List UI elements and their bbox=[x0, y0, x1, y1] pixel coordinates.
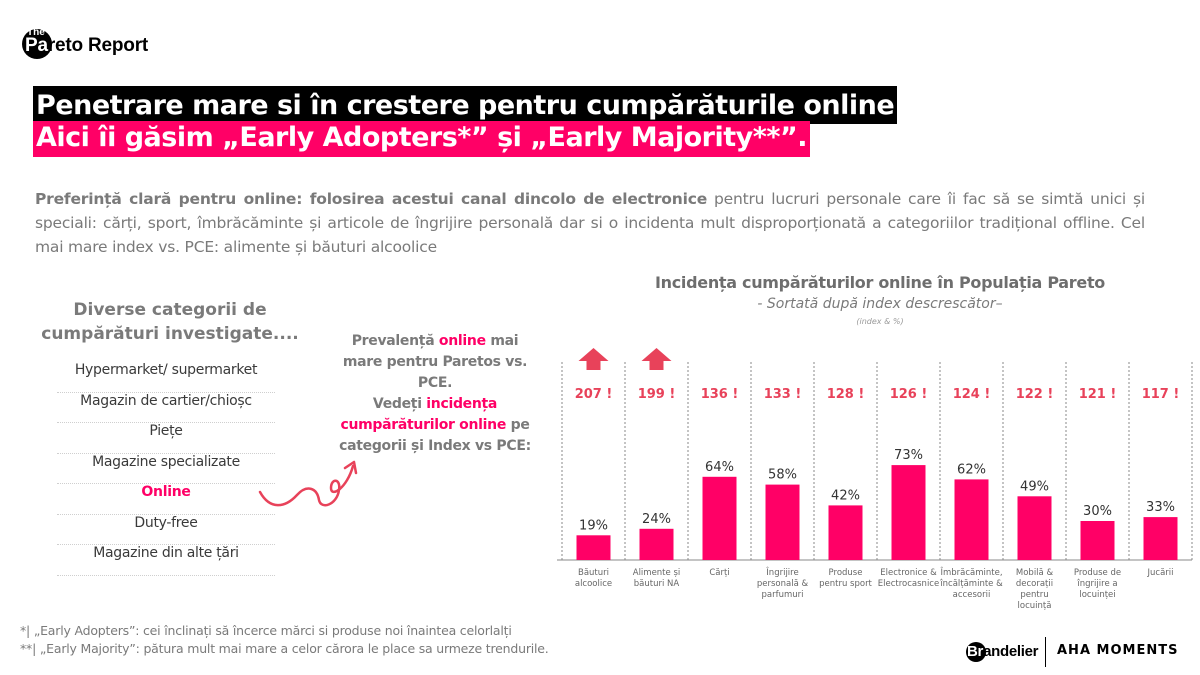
callout-p1-highlight: online bbox=[438, 333, 486, 349]
category-label: Produse de bbox=[1074, 568, 1121, 578]
callout-p1: Prevalență bbox=[351, 333, 439, 349]
category-item: Hypermarket/ supermarket bbox=[57, 362, 275, 393]
intro-paragraph: Preferință clară pentru online: folosire… bbox=[35, 187, 1145, 259]
bar bbox=[954, 479, 989, 560]
index-label: 124 ! bbox=[953, 387, 991, 402]
footnote-early-adopters: *| „Early Adopters”: cei înclinați să în… bbox=[20, 623, 512, 638]
category-item: Piețe bbox=[57, 423, 275, 454]
bar-value-label: 42% bbox=[831, 488, 860, 503]
callout-p2-end: pe categorii și Index vs PCE: bbox=[339, 417, 531, 454]
category-label: alcoolice bbox=[575, 579, 612, 589]
category-label: Jucării bbox=[1147, 568, 1174, 578]
index-label: 122 ! bbox=[1016, 387, 1054, 402]
category-label: locuinței bbox=[1079, 590, 1115, 600]
categories-list: Hypermarket/ supermarket Magazin de carti… bbox=[57, 362, 275, 576]
chart-unit-note: (index & %) bbox=[856, 317, 904, 326]
category-label: Alimente și bbox=[633, 568, 681, 578]
logo-pa: Pa bbox=[25, 35, 48, 56]
category-label: Băuturi bbox=[578, 568, 609, 578]
bar bbox=[1080, 521, 1115, 560]
bar-value-label: 73% bbox=[894, 448, 923, 463]
bar-value-label: 33% bbox=[1146, 500, 1175, 515]
category-label: locuință bbox=[1018, 601, 1052, 611]
index-label: 133 ! bbox=[764, 387, 802, 402]
squiggle-arrow-icon bbox=[258, 460, 358, 507]
bar-value-label: 49% bbox=[1020, 479, 1049, 494]
brandelier-br: Br bbox=[967, 643, 984, 660]
category-item: Magazin de cartier/chioșc bbox=[57, 393, 275, 423]
category-label: Mobilă & bbox=[1016, 568, 1054, 578]
brandelier-rest: andelier bbox=[983, 643, 1039, 660]
bar bbox=[765, 484, 800, 560]
category-label: pentru sport bbox=[819, 579, 872, 589]
bar bbox=[702, 476, 737, 560]
page-subtitle: Aici îi găsim „Early Adopters*” și „Earl… bbox=[33, 121, 810, 157]
bar bbox=[828, 505, 863, 560]
aha-moments-logo: AHA MOMENTS bbox=[1057, 643, 1179, 658]
category-label: parfumuri bbox=[761, 590, 803, 600]
index-label: 121 ! bbox=[1079, 387, 1117, 402]
callout-p2: Vedeți bbox=[372, 396, 427, 412]
bar bbox=[1143, 517, 1178, 560]
categories-heading: Diverse categorii de cumpărături investi… bbox=[41, 300, 299, 344]
category-label: Îngrijire bbox=[765, 566, 798, 578]
category-label: îngrijire a bbox=[1076, 579, 1117, 589]
page-title: Penetrare mare si în crestere pentru cum… bbox=[33, 86, 898, 124]
logo-circle bbox=[22, 29, 52, 59]
category-label: Îmbrăcăminte, bbox=[939, 566, 1002, 578]
bar-value-label: 58% bbox=[768, 468, 797, 483]
bar bbox=[576, 535, 611, 560]
callout-p1-end: mai mare pentru Paretos vs. PCE. bbox=[342, 333, 528, 391]
callout-p2-highlight: incidența cumpărăturilor online bbox=[340, 396, 507, 433]
category-item: Magazine din alte țări bbox=[57, 545, 275, 576]
chart-title: Incidența cumpărăturilor online în Popul… bbox=[655, 273, 1105, 292]
index-label: 207 ! bbox=[575, 387, 613, 402]
brand-divider bbox=[1045, 637, 1046, 667]
category-item: Magazine specializate bbox=[57, 454, 275, 484]
category-label: accesorii bbox=[953, 590, 991, 600]
category-label: decorații bbox=[1016, 579, 1053, 589]
category-label: încălțăminte & bbox=[939, 579, 1003, 589]
callout-text: Prevalență online mai mare pentru Pareto… bbox=[330, 331, 540, 457]
category-label: Electrocasnice bbox=[878, 579, 939, 589]
chart-subtitle: - Sortată după index descrescător– bbox=[757, 296, 1003, 312]
category-label: pentru bbox=[1020, 590, 1048, 600]
bar bbox=[891, 465, 926, 560]
index-label: 128 ! bbox=[827, 387, 865, 402]
brandelier-text: Brandelier bbox=[967, 643, 1039, 660]
intro-rest: pentru lucruri personale care îi fac să … bbox=[35, 190, 1146, 256]
intro-bold: Preferință clară pentru online: folosire… bbox=[35, 190, 708, 208]
category-item: Duty-free bbox=[57, 515, 275, 545]
category-label: băuturi NA bbox=[634, 579, 680, 589]
bar bbox=[639, 528, 674, 560]
logo-rest: reto Report bbox=[47, 35, 149, 56]
up-arrow-icon bbox=[641, 348, 672, 370]
brandelier-circle bbox=[966, 642, 986, 662]
bar bbox=[1017, 496, 1052, 560]
category-label: Electronice & bbox=[880, 568, 937, 578]
category-label: personală & bbox=[757, 579, 809, 589]
category-label: Cărți bbox=[709, 568, 729, 578]
index-label: 117 ! bbox=[1142, 387, 1180, 402]
bar-value-label: 64% bbox=[705, 460, 734, 475]
footnote-early-majority: **| „Early Majority”: pătura mult mai ma… bbox=[20, 641, 549, 656]
bar-value-label: 24% bbox=[642, 512, 671, 527]
logo-text: Pareto Report bbox=[25, 35, 148, 57]
logo-the: The bbox=[27, 27, 45, 38]
index-label: 199 ! bbox=[638, 387, 676, 402]
index-label: 136 ! bbox=[701, 387, 739, 402]
up-arrow-icon bbox=[578, 348, 609, 370]
bar-value-label: 19% bbox=[579, 518, 608, 533]
category-label: Produse bbox=[829, 568, 863, 578]
category-item: Online bbox=[57, 484, 275, 515]
footnotes: *| „Early Adopters”: cei înclinați să în… bbox=[20, 622, 549, 658]
bar-value-label: 30% bbox=[1083, 504, 1112, 519]
index-label: 126 ! bbox=[890, 387, 928, 402]
bar-value-label: 62% bbox=[957, 462, 986, 477]
